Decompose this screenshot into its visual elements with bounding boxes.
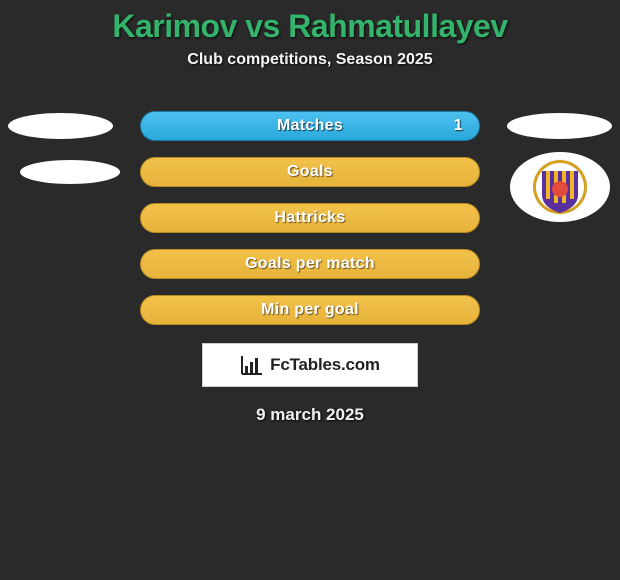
stat-bar-mpg: Min per goal	[140, 295, 480, 325]
brand-attribution[interactable]: FcTables.com	[202, 343, 418, 387]
stat-row-gpm: Goals per match	[0, 249, 620, 279]
stat-bar-goals: Goals	[140, 157, 480, 187]
page-title: Karimov vs Rahmatullayev	[112, 8, 507, 45]
stat-row-hattricks: Hattricks	[0, 203, 620, 233]
brand-text: FcTables.com	[270, 355, 380, 375]
stat-bar-hattricks: Hattricks	[140, 203, 480, 233]
left-player-oval	[20, 160, 120, 184]
subtitle: Club competitions, Season 2025	[187, 51, 432, 69]
stat-rows: Matches 1 Goals	[0, 111, 620, 325]
stat-row-mpg: Min per goal	[0, 295, 620, 325]
stat-value-right: 1	[454, 117, 463, 135]
stat-label: Hattricks	[274, 209, 345, 227]
bar-chart-icon	[240, 354, 264, 376]
stat-label: Min per goal	[261, 301, 359, 319]
stat-label: Matches	[277, 117, 343, 135]
comparison-card: Karimov vs Rahmatullayev Club competitio…	[0, 0, 620, 425]
comparison-date: 9 march 2025	[256, 405, 364, 425]
stat-bar-matches: Matches 1	[140, 111, 480, 141]
left-player-oval	[8, 113, 113, 139]
stat-label: Goals	[287, 163, 333, 181]
stat-bar-gpm: Goals per match	[140, 249, 480, 279]
stat-label: Goals per match	[245, 255, 375, 273]
right-player-oval	[507, 113, 612, 139]
stat-row-goals: Goals	[0, 157, 620, 187]
stat-row-matches: Matches 1	[0, 111, 620, 141]
